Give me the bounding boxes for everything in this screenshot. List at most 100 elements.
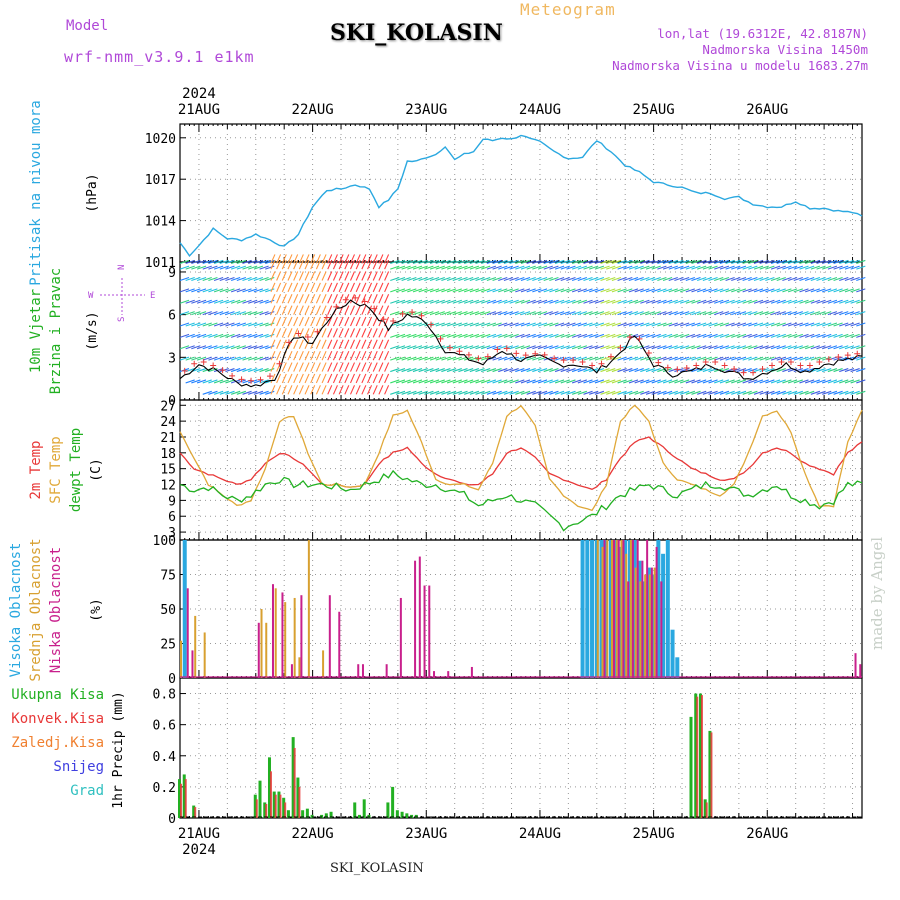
wind-barb [281, 294, 287, 304]
wind-barb [367, 316, 373, 327]
panel-frame [179, 677, 863, 819]
wind-barb [441, 288, 451, 293]
wind-barb [554, 276, 565, 282]
wind-barb [452, 276, 462, 282]
wind-barb [242, 356, 252, 361]
wind-barb [248, 259, 258, 264]
wind-barb [662, 311, 673, 316]
cloud-bar [298, 657, 301, 678]
wind-barb [617, 379, 627, 384]
wind-barb [469, 265, 480, 270]
wind-barb [543, 259, 553, 264]
wind-barb [685, 345, 695, 350]
wind-barb [765, 288, 775, 293]
wind-barb [856, 333, 866, 338]
wind-barb [583, 322, 593, 327]
wind-barb [697, 390, 707, 395]
wind-barb [543, 276, 553, 282]
wind-barb [691, 265, 701, 270]
precip-bar [301, 810, 305, 818]
wind-barb [253, 379, 264, 384]
wind-barb [509, 368, 519, 373]
precip-bar [357, 814, 361, 818]
wind-barb [293, 328, 299, 338]
wind-barb [719, 345, 730, 350]
wind-barb [549, 311, 559, 316]
wind-barb [213, 333, 224, 338]
wind-barb [441, 322, 451, 327]
wind-barb [242, 265, 252, 270]
wind-barb [833, 299, 843, 304]
wind-barb [344, 328, 350, 338]
precip-bar [689, 716, 693, 818]
wind-barb [196, 368, 207, 373]
wind-barb [583, 265, 593, 270]
wind-barb [327, 305, 333, 315]
wind-barb [600, 322, 610, 327]
wind-barb [225, 311, 235, 316]
wind-barb [543, 311, 553, 316]
wind-barb [452, 345, 462, 350]
wind-barb [208, 265, 218, 270]
wind-barb [662, 345, 673, 350]
wind-barb [259, 276, 269, 282]
wind-barb [822, 276, 832, 282]
wind-barb [674, 333, 684, 338]
wind-barb [793, 390, 803, 395]
wind-barb [441, 379, 451, 384]
wind-gust-marker [636, 335, 643, 342]
wind-barb [719, 299, 730, 304]
wind-barb [230, 368, 241, 373]
wind-barb [810, 259, 821, 264]
precip-legend-item: Grad [70, 783, 104, 799]
wind-barb [304, 294, 310, 304]
wind-barb [816, 333, 826, 338]
wind-barb [554, 356, 565, 361]
wind-barb [498, 259, 508, 264]
wind-barb [481, 299, 491, 304]
wind-gust-marker [570, 357, 577, 364]
wind-barb [617, 259, 627, 264]
wind-barb [384, 282, 390, 293]
wind-barb [446, 356, 457, 361]
wind-barb [435, 311, 445, 316]
wind-barb [338, 350, 344, 361]
wind-gust-marker [626, 334, 633, 341]
y-tick-label: 0 [168, 812, 176, 827]
wind-barb [589, 265, 599, 270]
y-tick-label: 15 [160, 463, 176, 478]
wind-barb [503, 322, 514, 327]
wind-barb [298, 282, 304, 293]
wind-barb [315, 373, 321, 384]
wind-barb [566, 345, 576, 350]
wind-barb [208, 345, 218, 350]
wind-barb [668, 311, 678, 316]
wind-barb [526, 259, 536, 264]
precip-bar [710, 732, 713, 818]
cloud-bar [625, 553, 628, 678]
cloud-bar [655, 546, 658, 678]
wind-barb [782, 288, 792, 293]
wind-barb [776, 259, 786, 264]
wind-barb [753, 356, 764, 361]
cloud-bar [385, 664, 388, 678]
wind-gust-marker [465, 351, 472, 358]
wind-barb [248, 368, 258, 373]
wind-barb [532, 259, 542, 264]
wind-barb [640, 379, 650, 384]
wind-barb [378, 305, 384, 315]
wind-barb [361, 350, 367, 361]
wind-barb [685, 333, 695, 338]
wind-barb [748, 322, 758, 327]
wind-barb [719, 390, 730, 395]
wind-barb [679, 345, 690, 350]
wind-barb [833, 259, 843, 264]
wind-barb [202, 276, 212, 282]
wind-barb [765, 259, 775, 264]
wind-barb [736, 356, 747, 361]
wind-barb [804, 265, 815, 270]
wind-barb [395, 356, 406, 361]
wind-barb [185, 379, 195, 384]
wind-barb [304, 305, 310, 315]
